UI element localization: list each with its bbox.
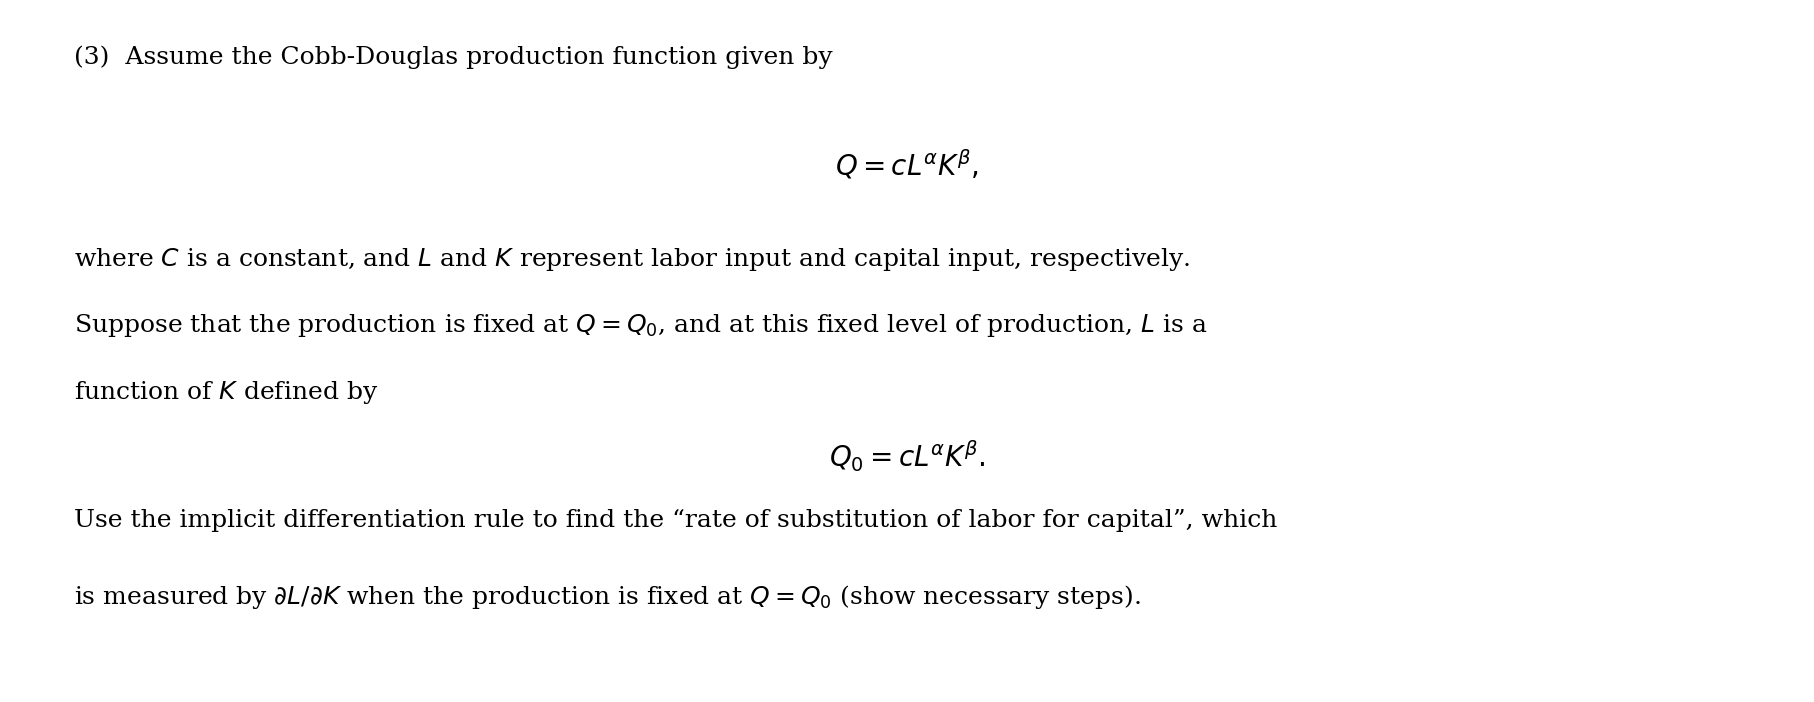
Text: Use the implicit differentiation rule to find the “rate of substitution of labor: Use the implicit differentiation rule to… bbox=[74, 509, 1277, 532]
Text: is measured by $\partial L/\partial K$ when the production is fixed at $Q = Q_0$: is measured by $\partial L/\partial K$ w… bbox=[74, 583, 1141, 611]
Text: function of $K$ defined by: function of $K$ defined by bbox=[74, 379, 379, 406]
Text: where $C$ is a constant, and $L$ and $K$ represent labor input and capital input: where $C$ is a constant, and $L$ and $K$… bbox=[74, 246, 1190, 272]
Text: $Q_0 = cL^{\alpha}K^{\beta}.$: $Q_0 = cL^{\alpha}K^{\beta}.$ bbox=[829, 439, 985, 474]
Text: Suppose that the production is fixed at $Q = Q_0$, and at this fixed level of pr: Suppose that the production is fixed at … bbox=[74, 312, 1208, 339]
Text: (3)  Assume the Cobb-Douglas production function given by: (3) Assume the Cobb-Douglas production f… bbox=[74, 46, 833, 69]
Text: $Q = cL^{\alpha}K^{\beta},$: $Q = cL^{\alpha}K^{\beta},$ bbox=[834, 147, 980, 181]
